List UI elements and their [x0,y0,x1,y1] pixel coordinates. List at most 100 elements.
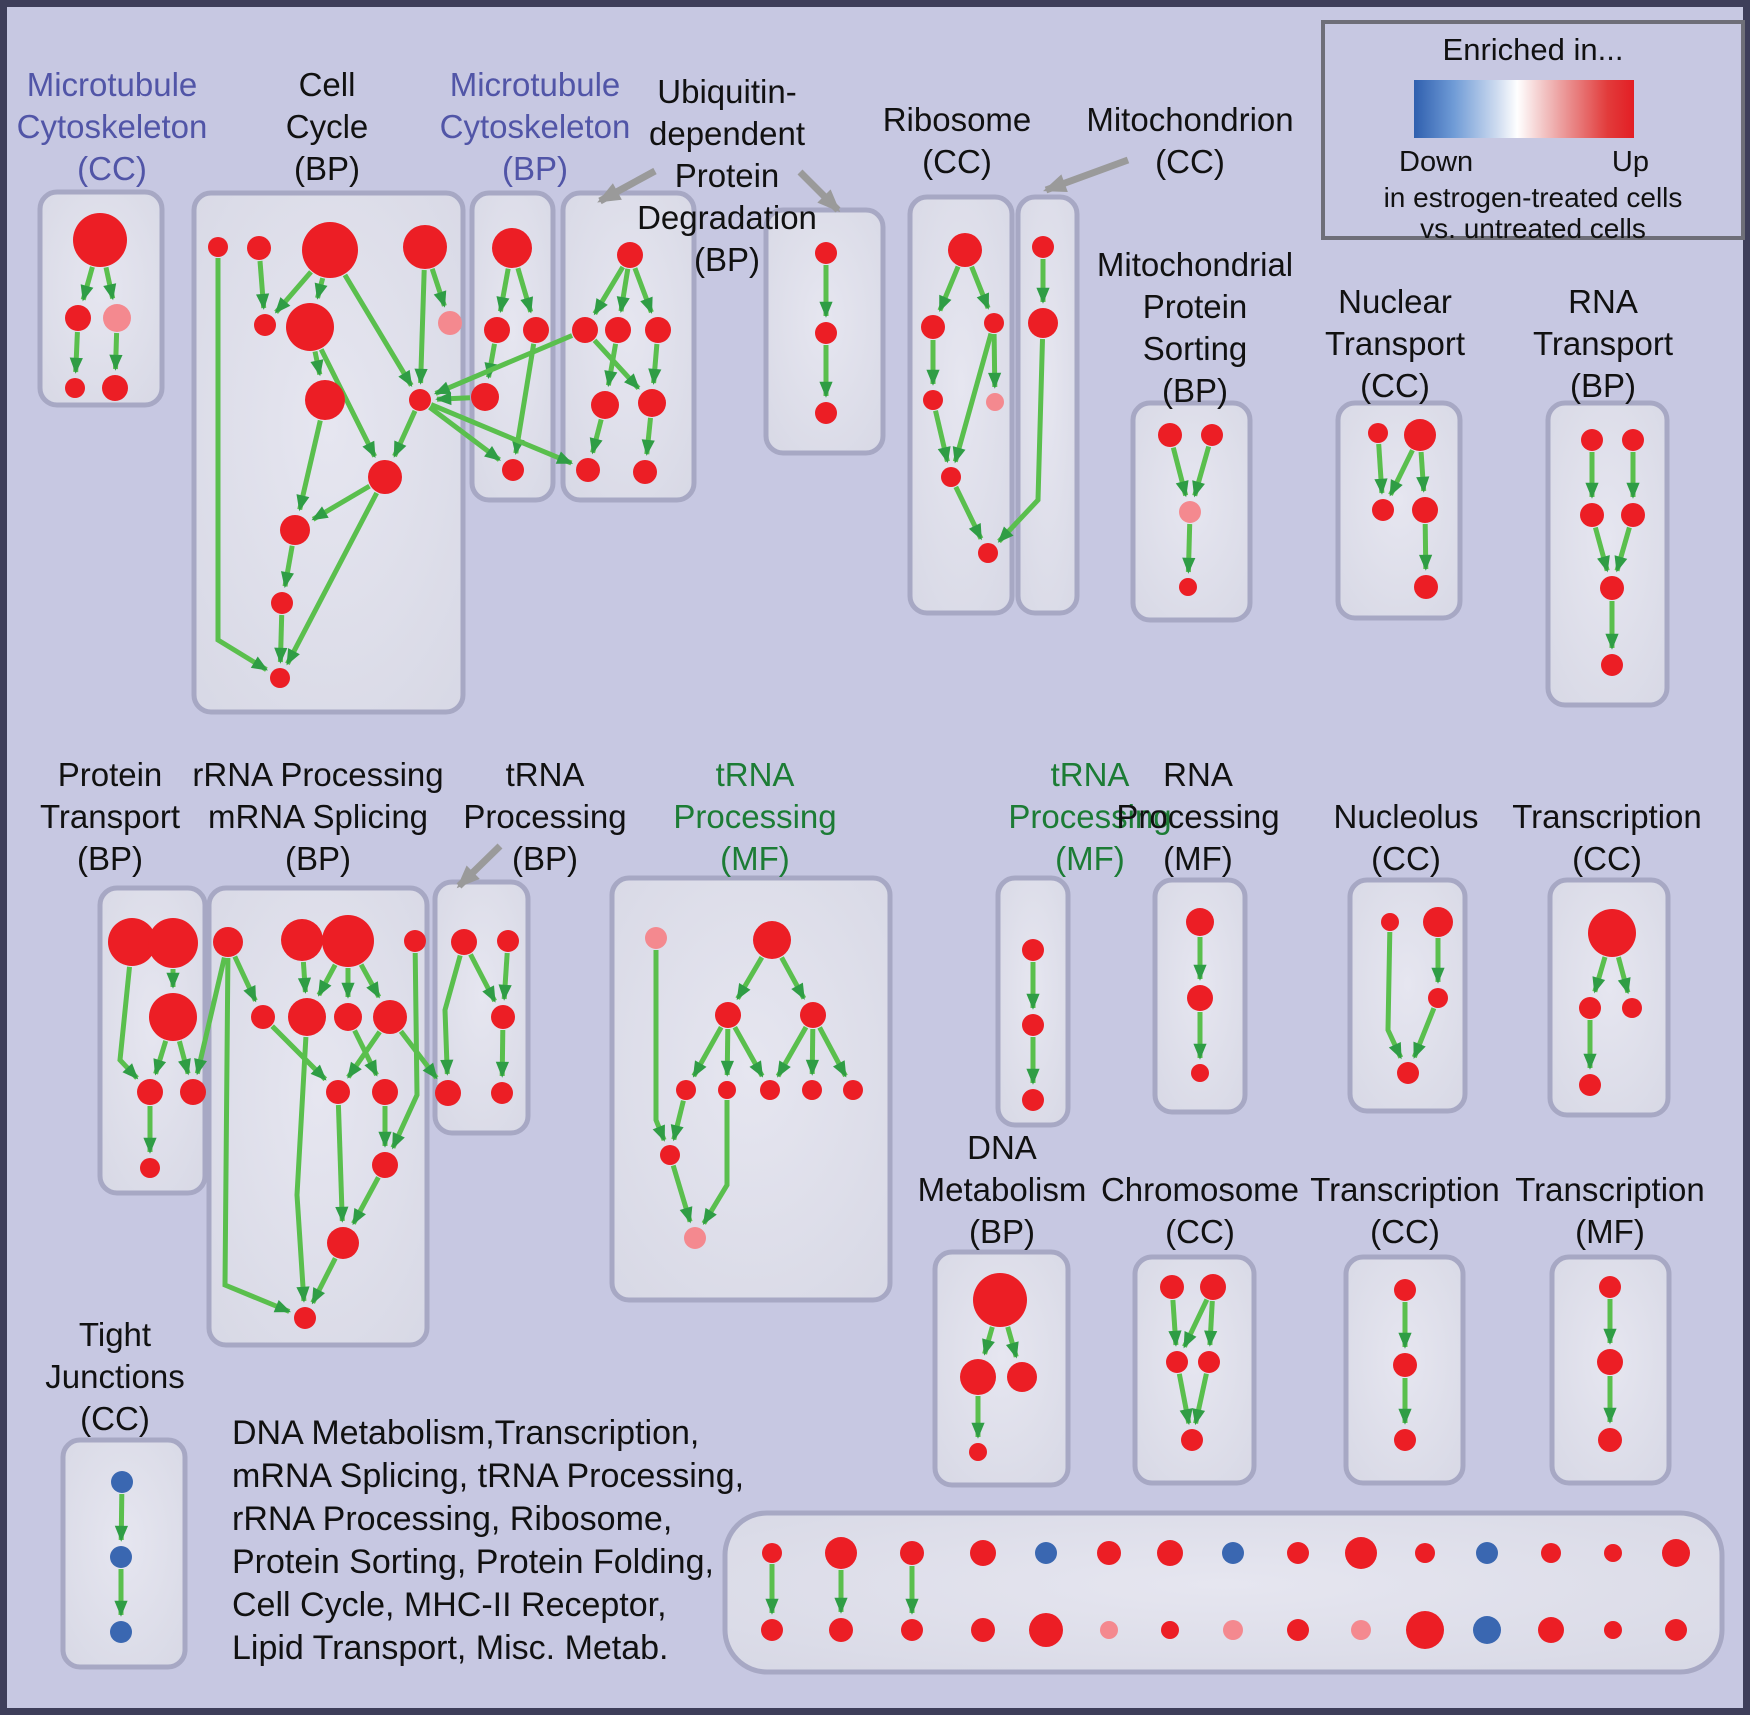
gene-set-node-red [251,1005,275,1029]
graph-edge [274,614,288,664]
gene-set-node-red [1393,1353,1417,1377]
gene-set-node-red [108,918,156,966]
gene-set-node-pink [1223,1620,1243,1640]
gene-set-node-red [65,305,91,331]
gene-set-node-red [1662,1539,1690,1567]
graph-edge [222,957,291,1314]
cluster-label-dnam: DNA Metabolism (BP) [917,1129,1087,1250]
graph-edge [297,961,312,994]
gene-set-node-red [1428,988,1448,1008]
gene-set-node-red [322,915,374,967]
graph-edge [952,332,994,464]
cluster-label-rpm: RNA Processing (MF) [1116,756,1280,877]
gene-set-node-red [286,303,334,351]
gene-set-node-red [1160,1275,1184,1299]
gene-set-node-red [1599,1276,1621,1298]
gene-set-node-red [1201,424,1223,446]
gene-set-node-red [1186,908,1214,936]
graph-edge [1411,1007,1437,1059]
cluster-box-nuc [1347,877,1468,1114]
graph-edge [805,1028,819,1076]
graph-edge [232,955,258,1003]
gene-set-node-red [1600,576,1624,600]
graph-edge [398,1029,439,1080]
gene-set-node-red [1665,1619,1687,1641]
graph-edge [1170,446,1189,498]
graph-edge [103,266,117,301]
gene-set-node-blue [110,1546,132,1568]
graph-edge [440,954,463,1076]
gene-set-node-red [326,1080,350,1104]
graph-edge [114,1493,128,1542]
graph-edge [430,402,574,466]
graph-edge [80,266,95,302]
graph-edge [310,350,324,377]
gene-set-node-pink [1351,1620,1371,1640]
gene-set-node-red [900,1541,924,1565]
legend-gradient-bar [1414,80,1634,138]
gene-set-node-red [1345,1537,1377,1569]
gene-set-node-red [149,993,197,1041]
graph-edge [982,1326,995,1356]
graph-edge [176,1040,191,1076]
cluster-label-tj: Tight Junctions (CC) [45,1316,185,1437]
gene-set-node-red [1588,909,1636,957]
gene-set-node-red [1161,1621,1179,1639]
gene-set-node-red [1406,1611,1444,1649]
graph-edge [1592,526,1610,573]
gene-set-node-blue [110,1621,132,1643]
gene-set-node-red [984,313,1004,333]
graph-edge [1374,443,1388,495]
graph-edge [652,950,667,1142]
graph-edge [1614,526,1632,573]
gene-set-node-red [1157,1540,1183,1566]
graph-edge [997,338,1045,544]
gene-set-node-pink [645,927,667,949]
label-pointer-arrow [1042,156,1130,194]
graph-edge [735,956,765,1001]
gene-set-node-red [815,322,837,344]
gene-set-node-red [1022,1014,1044,1036]
gene-set-node-red [969,1443,987,1461]
gene-set-node-red [633,460,657,484]
gene-set-node-red [638,389,666,417]
gene-set-node-red [73,213,127,267]
graph-edge [632,267,654,314]
gene-set-node-red [502,459,524,481]
cluster-label-nt: Nuclear Transport (CC) [1325,283,1465,404]
cluster-label-chr: Chromosome (CC) [1100,1171,1300,1250]
cluster-box-chr [1132,1254,1257,1486]
misc-categories-text: DNA Metabolism,Transcription, mRNA Splic… [232,1414,745,1667]
gene-set-node-red [825,1537,857,1569]
gene-set-node-red [372,1152,398,1178]
graph-edge [335,1104,349,1223]
graph-edge [429,268,447,308]
gene-set-node-red [484,317,510,343]
gene-set-node-blue [1473,1616,1501,1644]
cluster-box-rt [1545,400,1670,708]
gene-set-node-red [815,242,837,264]
gene-set-node-red [1415,1543,1435,1563]
gene-set-node-red [213,927,243,957]
graph-edge [69,331,83,374]
gene-set-node-red [271,592,293,614]
gene-set-node-red [1181,1429,1203,1451]
graph-edge [316,963,338,997]
gene-set-node-red [960,1359,996,1395]
gene-set-node-red [591,391,619,419]
cluster-box-tc2 [1547,877,1671,1118]
cluster-label-tmf2: tRNA Processing (MF) [1008,756,1172,877]
gene-set-node-red [815,402,837,424]
gene-set-node-red [1022,1089,1044,1111]
gene-set-node-red [140,1158,160,1178]
graph-edge [352,1029,379,1077]
label-pointer-arrow [797,169,841,213]
gene-set-node-red [1287,1619,1309,1641]
label-pointer-arrow [456,843,503,889]
gene-set-node-blue [111,1471,133,1493]
gene-set-node-red [1601,654,1623,676]
gene-set-node-red [334,1003,362,1031]
gene-set-node-red [368,460,402,494]
gene-set-node-red [1597,1349,1623,1375]
